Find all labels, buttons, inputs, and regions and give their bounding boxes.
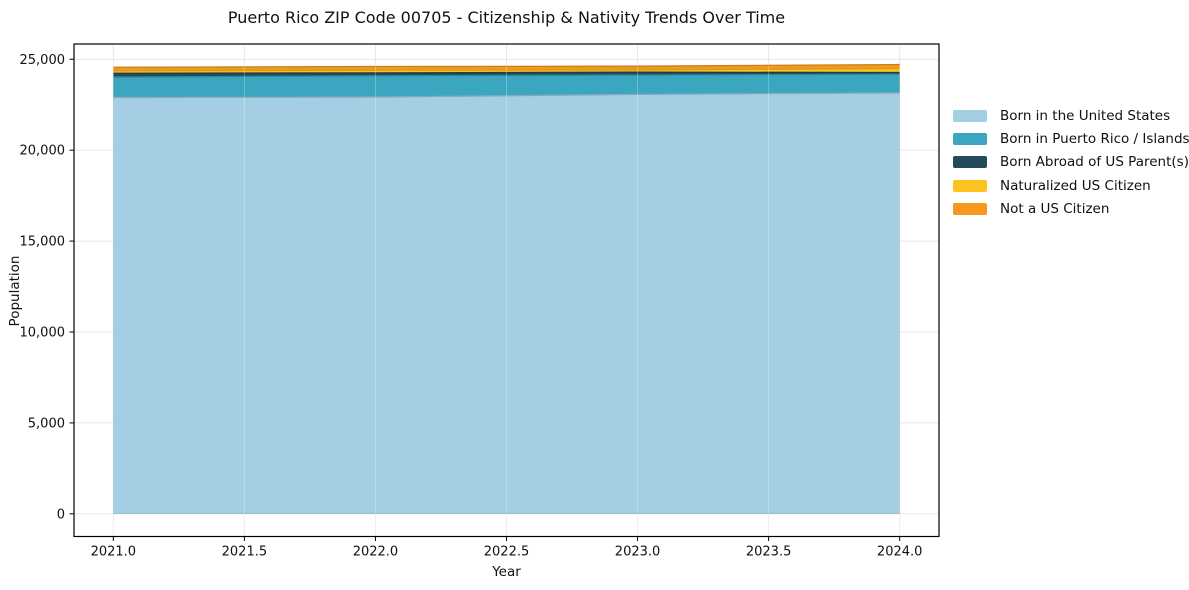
- y-tick-label: 15,000: [20, 235, 66, 250]
- chart-title: Puerto Rico ZIP Code 00705 - Citizenship…: [227, 8, 786, 27]
- y-axis-label: Population: [7, 255, 23, 327]
- y-tick-label: 0: [57, 507, 65, 522]
- legend-item-4: Not a US Citizen: [953, 198, 1189, 221]
- legend-swatch: [953, 133, 987, 146]
- x-tick-label: 2023.0: [615, 545, 661, 560]
- legend: Born in the United States Born in Puerto …: [953, 104, 1189, 221]
- legend-item-3: Naturalized US Citizen: [953, 174, 1189, 197]
- area-edge-4: [113, 63, 900, 68]
- legend-item-1: Born in Puerto Rico / Islands: [953, 127, 1189, 150]
- x-tick-label: 2024.0: [877, 545, 923, 560]
- legend-label: Not a US Citizen: [1000, 201, 1110, 218]
- area-edge-0: [113, 92, 900, 99]
- area-series-0: [113, 92, 900, 514]
- x-tick-label: 2021.5: [222, 545, 268, 560]
- legend-label: Born in the United States: [1000, 107, 1171, 124]
- x-tick-label: 2022.5: [484, 545, 530, 560]
- legend-swatch: [953, 179, 987, 192]
- legend-swatch: [953, 109, 987, 122]
- legend-label: Born Abroad of US Parent(s): [1000, 154, 1189, 171]
- y-tick-label: 25,000: [20, 53, 66, 68]
- area-edge-1: [113, 73, 900, 78]
- legend-label: Naturalized US Citizen: [1000, 177, 1151, 194]
- y-tick-label: 5,000: [28, 416, 65, 431]
- y-tick-label: 20,000: [20, 144, 66, 159]
- x-tick-label: 2022.0: [353, 545, 399, 560]
- legend-swatch: [953, 156, 987, 169]
- x-axis-label: Year: [492, 564, 521, 580]
- legend-item-0: Born in the United States: [953, 104, 1189, 127]
- y-tick-label: 10,000: [20, 325, 66, 340]
- area-edge-3: [113, 67, 900, 72]
- legend-label: Born in Puerto Rico / Islands: [1000, 131, 1189, 148]
- x-tick-label: 2023.5: [746, 545, 792, 560]
- area-edge-2: [113, 71, 900, 74]
- legend-item-2: Born Abroad of US Parent(s): [953, 151, 1189, 174]
- legend-swatch: [953, 203, 987, 216]
- x-tick-label: 2021.0: [91, 545, 137, 560]
